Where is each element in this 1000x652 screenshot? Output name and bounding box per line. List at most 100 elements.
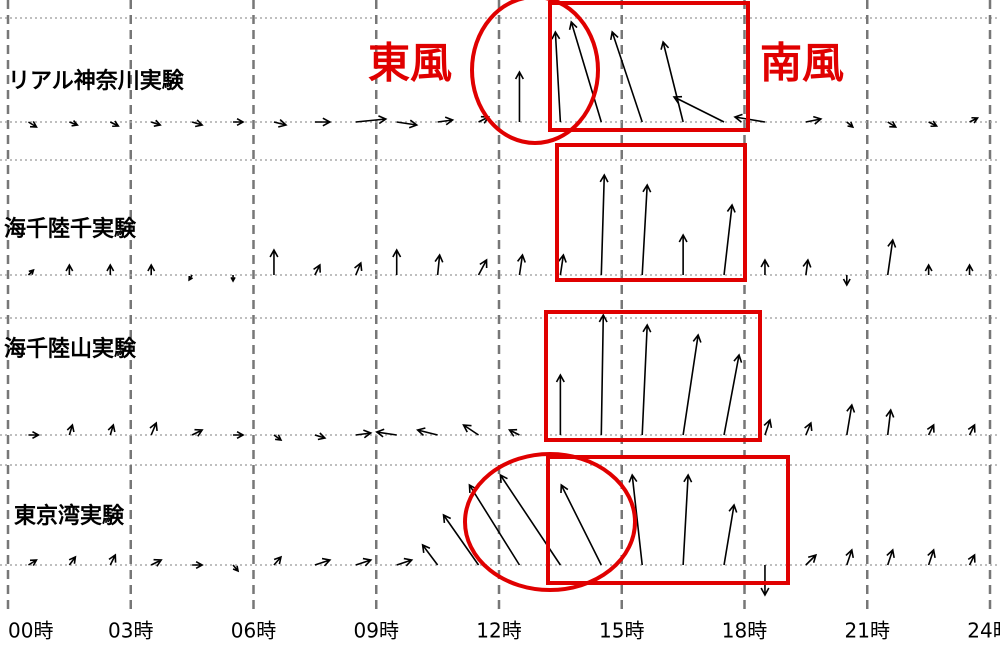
wind-arrow: [392, 248, 402, 275]
x-tick-label: 24時: [967, 619, 1000, 643]
wind-arrow: [723, 353, 743, 436]
wind-arrow: [355, 557, 373, 567]
wind-arrow: [846, 121, 855, 129]
wind-arrow: [760, 565, 770, 597]
wind-arrow: [805, 115, 823, 125]
wind-arrow: [678, 233, 688, 275]
wind-arrow: [885, 408, 895, 436]
wind-arrow: [314, 432, 327, 441]
row-label: 海千陸千実験: [4, 216, 137, 242]
wind-arrow: [969, 116, 980, 124]
wind-arrow: [641, 183, 652, 276]
wind-arrow: [477, 258, 488, 276]
wind-arrow: [313, 263, 321, 276]
wind-arrow: [27, 268, 35, 276]
wind-arrow: [354, 261, 363, 276]
wind-arrow: [599, 173, 609, 276]
wind-arrow: [28, 559, 38, 567]
wind-arrow: [802, 258, 812, 276]
row-label: リアル神奈川実験: [8, 68, 185, 94]
wind-arrow: [314, 117, 332, 127]
row-label: 東京湾実験: [14, 503, 125, 529]
wind-arrow: [514, 70, 525, 122]
wind-arrow: [355, 429, 373, 439]
wind-arrow: [437, 116, 455, 126]
wind-arrow: [763, 418, 773, 436]
wind-arrow: [462, 424, 479, 436]
wind-arrow: [723, 203, 736, 276]
wind-arrow: [805, 553, 818, 566]
annotation: 東風: [368, 39, 452, 88]
wind-arrow: [421, 543, 439, 566]
highlights: [463, 0, 790, 592]
wind-arrow: [660, 40, 684, 123]
wind-arrow: [66, 423, 75, 436]
x-tick-label: 18時: [722, 619, 767, 643]
wind-arrow: [232, 564, 240, 573]
wind-arrow: [233, 430, 245, 440]
wind-arrow: [723, 503, 738, 566]
wind-arrow: [507, 428, 520, 437]
wind-arrow: [28, 120, 38, 128]
wind-arrow: [965, 263, 974, 275]
wind-arrow: [967, 553, 976, 566]
wind-arrow: [598, 313, 608, 436]
wind-arrow: [551, 30, 562, 123]
wind-arrow: [557, 253, 567, 276]
wind-arrow: [628, 473, 644, 566]
wind-arrow: [926, 423, 935, 436]
south-wind-box: [548, 1, 750, 132]
wind-arrow: [842, 275, 851, 287]
south-wind-box: [544, 310, 762, 442]
wind-arrow: [846, 403, 856, 436]
wind-arrow: [273, 118, 288, 128]
wind-arrow: [516, 253, 526, 276]
arrows: [27, 20, 980, 597]
wind-arrow: [804, 421, 813, 436]
wind-arrow: [65, 263, 74, 275]
wind-arrow: [273, 434, 283, 441]
wind-arrow: [191, 428, 204, 437]
wind-arrow: [150, 558, 163, 567]
wind-arrow: [468, 483, 521, 566]
wind-arrow: [269, 248, 279, 275]
x-tick-label: 06時: [231, 619, 276, 643]
wind-arrow: [355, 115, 388, 125]
wind-arrow: [886, 548, 895, 566]
wind-arrow: [967, 423, 976, 436]
wind-arrow: [924, 263, 933, 275]
wind-arrow: [28, 430, 41, 440]
wind-arrow: [560, 483, 603, 566]
wind-arrow: [314, 557, 332, 567]
south-wind-box: [555, 143, 747, 282]
south-wind-box: [546, 455, 790, 585]
wind-arrow: [396, 119, 419, 129]
wind-arrow: [609, 30, 643, 123]
wind-arrow: [887, 120, 898, 128]
wind-arrow: [927, 548, 936, 566]
wind-arrow: [928, 120, 939, 128]
wind-arrow: [69, 120, 79, 127]
wind-arrow: [416, 427, 438, 437]
wind-arrow: [188, 274, 193, 282]
wind-arrow: [682, 333, 702, 436]
x-tick-label: 12時: [476, 619, 521, 643]
wind-arrow: [191, 119, 204, 128]
wind-arrow: [109, 120, 120, 128]
wind-arrow: [230, 275, 236, 283]
row-label: 海千陸山実験: [4, 336, 137, 362]
wind-arrow: [375, 428, 397, 438]
wind-arrow: [147, 263, 156, 275]
wind-arrow: [192, 560, 204, 570]
wind-arrow: [682, 473, 693, 566]
wind-arrow: [108, 553, 117, 566]
x-tick-label: 21時: [845, 619, 890, 643]
wind-arrow: [150, 119, 162, 127]
wind-arrow: [442, 513, 480, 566]
wind-arrow: [568, 20, 603, 123]
wind-arrow: [641, 323, 652, 436]
wind-arrow: [68, 555, 77, 566]
wind-arrow: [886, 238, 897, 276]
wind-arrow: [396, 557, 414, 567]
